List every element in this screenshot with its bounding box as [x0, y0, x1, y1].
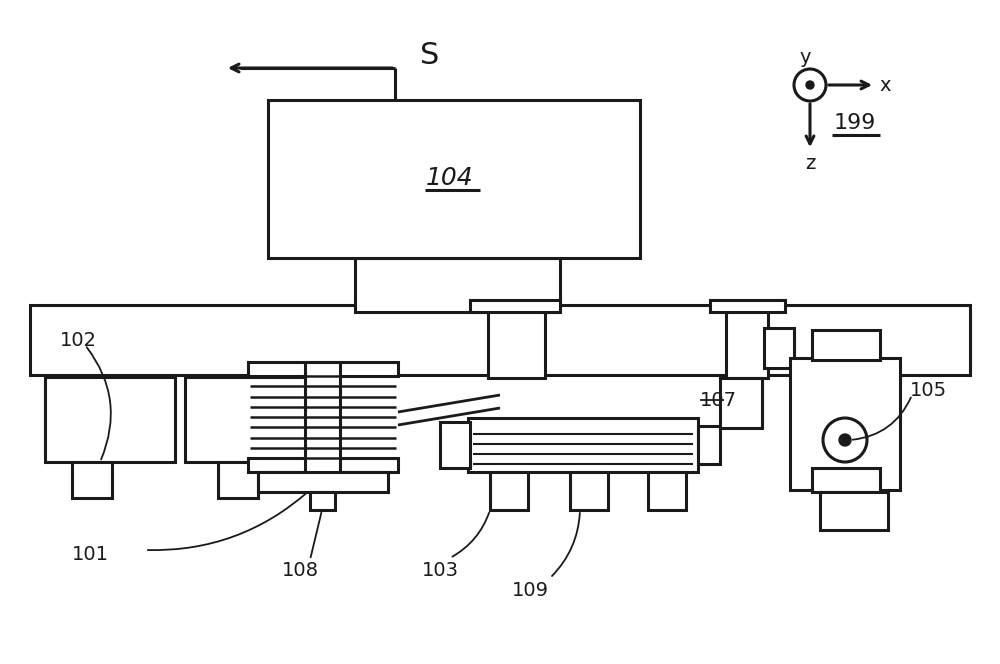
- Bar: [812, 468, 880, 492]
- Text: 101: 101: [72, 546, 109, 564]
- Bar: [258, 472, 388, 492]
- Bar: [30, 305, 970, 375]
- Bar: [648, 472, 686, 510]
- Bar: [355, 258, 560, 312]
- Bar: [726, 310, 768, 378]
- Bar: [698, 426, 720, 464]
- Text: 199: 199: [834, 113, 876, 133]
- Bar: [310, 492, 335, 510]
- Bar: [490, 472, 528, 510]
- Bar: [790, 358, 900, 490]
- Text: 109: 109: [512, 580, 548, 600]
- Bar: [268, 100, 640, 258]
- Text: S: S: [420, 41, 440, 70]
- Text: 108: 108: [282, 560, 319, 580]
- Text: y: y: [799, 48, 811, 66]
- Bar: [218, 462, 258, 498]
- Bar: [710, 300, 785, 312]
- Bar: [468, 418, 698, 472]
- Text: 102: 102: [60, 331, 97, 349]
- Circle shape: [839, 434, 851, 446]
- Text: 105: 105: [910, 380, 947, 400]
- Bar: [470, 300, 560, 312]
- Bar: [570, 472, 608, 510]
- Bar: [248, 458, 398, 472]
- Bar: [812, 330, 880, 360]
- Circle shape: [806, 81, 814, 89]
- Bar: [72, 462, 112, 498]
- Bar: [440, 422, 470, 468]
- Bar: [764, 328, 794, 368]
- Text: z: z: [805, 153, 815, 173]
- Bar: [185, 377, 313, 462]
- Bar: [305, 362, 340, 474]
- Text: 104: 104: [426, 166, 474, 190]
- Bar: [45, 377, 175, 462]
- Text: 103: 103: [422, 560, 458, 580]
- Bar: [720, 378, 762, 428]
- Bar: [820, 492, 888, 530]
- Bar: [248, 362, 398, 376]
- Bar: [488, 310, 545, 378]
- Text: x: x: [879, 76, 891, 94]
- Text: 107: 107: [700, 390, 737, 410]
